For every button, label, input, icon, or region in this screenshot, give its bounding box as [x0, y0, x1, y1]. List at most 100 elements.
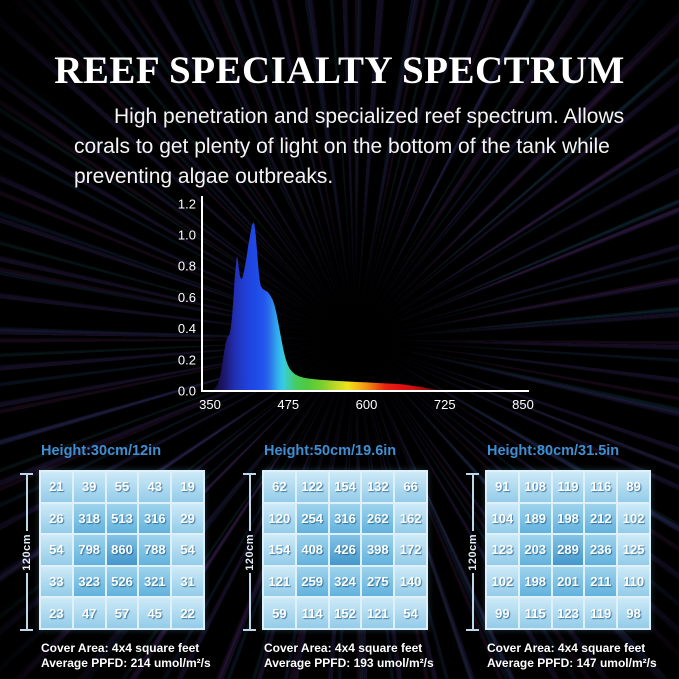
ppfd-panel-50cm: Height:50cm/19.6in 120cm 62 122 154 132 66 12…: [231, 443, 455, 677]
grid-cell: 59: [264, 598, 295, 628]
grid-cell: 55: [106, 472, 138, 502]
grid-cell: 22: [172, 598, 203, 628]
height-dimension-label: 120cm: [243, 533, 256, 571]
dimension-line: [471, 573, 474, 630]
grid-cell: 116: [585, 472, 617, 502]
grid-cell: 21: [41, 472, 72, 502]
grid-cell: 121: [264, 566, 295, 597]
grid-cell: 211: [585, 566, 617, 597]
grid-cell: 198: [552, 503, 584, 534]
grid-cell: 513: [106, 503, 138, 534]
grid-cell: 91: [487, 472, 518, 502]
x-tick-label: 600: [356, 397, 378, 412]
grid-cell: 125: [618, 535, 649, 565]
ppfd-grid: 21 39 55 43 19 26 318 513 316 29 54 798 860 788 54 33 32…: [39, 470, 205, 630]
grid-cell: 275: [362, 566, 394, 597]
cover-area-text: Cover Area: 4x4 square feet: [487, 641, 646, 655]
grid-cell: 788: [139, 535, 171, 565]
subtitle-line: preventing algae outbreaks.: [74, 165, 334, 188]
grid-cell: 289: [552, 535, 584, 565]
grid-cell: 108: [519, 472, 551, 502]
ppfd-grid: 91 108 119 116 89 104 189 198 212 102 123 203 289 236…: [485, 470, 651, 630]
grid-cell: 123: [552, 598, 584, 628]
y-tick-label: 0.0: [178, 384, 196, 399]
grid-cell: 316: [139, 503, 171, 534]
x-axis-tick-labels: 350 475 600 725 850: [199, 397, 534, 412]
cover-area-text: Cover Area: 4x4 square feet: [264, 641, 423, 655]
ppfd-grid: 62 122 154 132 66 120 254 316 262 162 154 408 426 398…: [262, 470, 428, 630]
grid-cell: 104: [487, 503, 518, 534]
dimension-line: [25, 475, 28, 531]
grid-cell: 212: [585, 503, 617, 534]
grid-cell: 54: [395, 598, 426, 628]
grid-cell: 31: [172, 566, 203, 597]
grid-cell: 140: [395, 566, 426, 597]
grid-cell: 132: [362, 472, 394, 502]
grid-cell: 98: [618, 598, 649, 628]
x-tick-label: 850: [512, 397, 534, 412]
grid-cell: 154: [329, 472, 361, 502]
grid-cell: 54: [41, 535, 72, 565]
grid-cell: 114: [296, 598, 328, 628]
spectrum-chart: 350 475 600 725 850 0.0 0.2 0.4 0.6 0.8 1.0 1.2: [178, 196, 534, 412]
grid-cell: 121: [362, 598, 394, 628]
dimension-line: [471, 475, 474, 531]
grid-cell: 47: [73, 598, 105, 628]
grid-cell: 321: [139, 566, 171, 597]
spectrum-curve: [210, 222, 460, 391]
grid-cell: 408: [296, 535, 328, 565]
grid-cell: 19: [172, 472, 203, 502]
grid-cell: 189: [519, 503, 551, 534]
grid-cell: 172: [395, 535, 426, 565]
ppfd-panel-30cm: Height:30cm/12in 120cm 21 39 55 43 19 26 318 51…: [8, 443, 232, 677]
grid-cell: 26: [41, 503, 72, 534]
grid-cell: 324: [329, 566, 361, 597]
grid-cell: 323: [73, 566, 105, 597]
grid-cell: 526: [106, 566, 138, 597]
grid-cell: 318: [73, 503, 105, 534]
height-dimension-label: 120cm: [20, 533, 33, 571]
grid-cell: 57: [106, 598, 138, 628]
grid-cell: 23: [41, 598, 72, 628]
panel-header: Height:30cm/12in: [41, 443, 162, 459]
dimension-cap-top-icon: [243, 473, 256, 475]
grid-cell: 29: [172, 503, 203, 534]
dimension-cap-top-icon: [466, 473, 479, 475]
height-dimension-label: 120cm: [466, 533, 479, 571]
dimension-cap-bottom-icon: [20, 629, 33, 632]
y-tick-label: 1.0: [178, 228, 196, 243]
subtitle-line: corals to get plenty of light on the bot…: [74, 135, 610, 158]
dimension-cap-top-icon: [20, 473, 33, 475]
grid-cell: 259: [296, 566, 328, 597]
grid-cell: 110: [618, 566, 649, 597]
grid-cell: 45: [139, 598, 171, 628]
y-axis-tick-labels: 0.0 0.2 0.4 0.6 0.8 1.0 1.2: [178, 196, 196, 398]
grid-cell: 43: [139, 472, 171, 502]
grid-cell: 66: [395, 472, 426, 502]
subtitle: High penetration and specialized reef sp…: [74, 102, 626, 192]
height-dimension: 120cm: [243, 473, 256, 632]
x-tick-label: 475: [277, 397, 299, 412]
grid-cell: 119: [585, 598, 617, 628]
grid-cell: 203: [519, 535, 551, 565]
grid-cell: 39: [73, 472, 105, 502]
subtitle-line: High penetration and specialized reef sp…: [114, 105, 625, 128]
grid-cell: 99: [487, 598, 518, 628]
grid-cell: 860: [106, 535, 138, 565]
dimension-line: [248, 475, 251, 531]
y-tick-label: 0.2: [178, 352, 196, 367]
height-dimension: 120cm: [466, 473, 479, 632]
dimension-line: [248, 573, 251, 630]
panel-header: Height:80cm/31.5in: [487, 443, 620, 459]
grid-cell: 54: [172, 535, 203, 565]
dimension-line: [25, 573, 28, 630]
panel-header: Height:50cm/19.6in: [264, 443, 397, 459]
grid-cell: 154: [264, 535, 295, 565]
grid-cell: 115: [519, 598, 551, 628]
avg-ppfd-text: Average PPFD: 193 umol/m²/s: [264, 656, 434, 670]
grid-cell: 123: [487, 535, 518, 565]
cover-area-text: Cover Area: 4x4 square feet: [41, 641, 200, 655]
spectrum-chart-container: 350 475 600 725 850 0.0 0.2 0.4 0.6 0.8 1.0 1.2: [160, 190, 540, 425]
y-tick-label: 0.8: [178, 259, 196, 274]
